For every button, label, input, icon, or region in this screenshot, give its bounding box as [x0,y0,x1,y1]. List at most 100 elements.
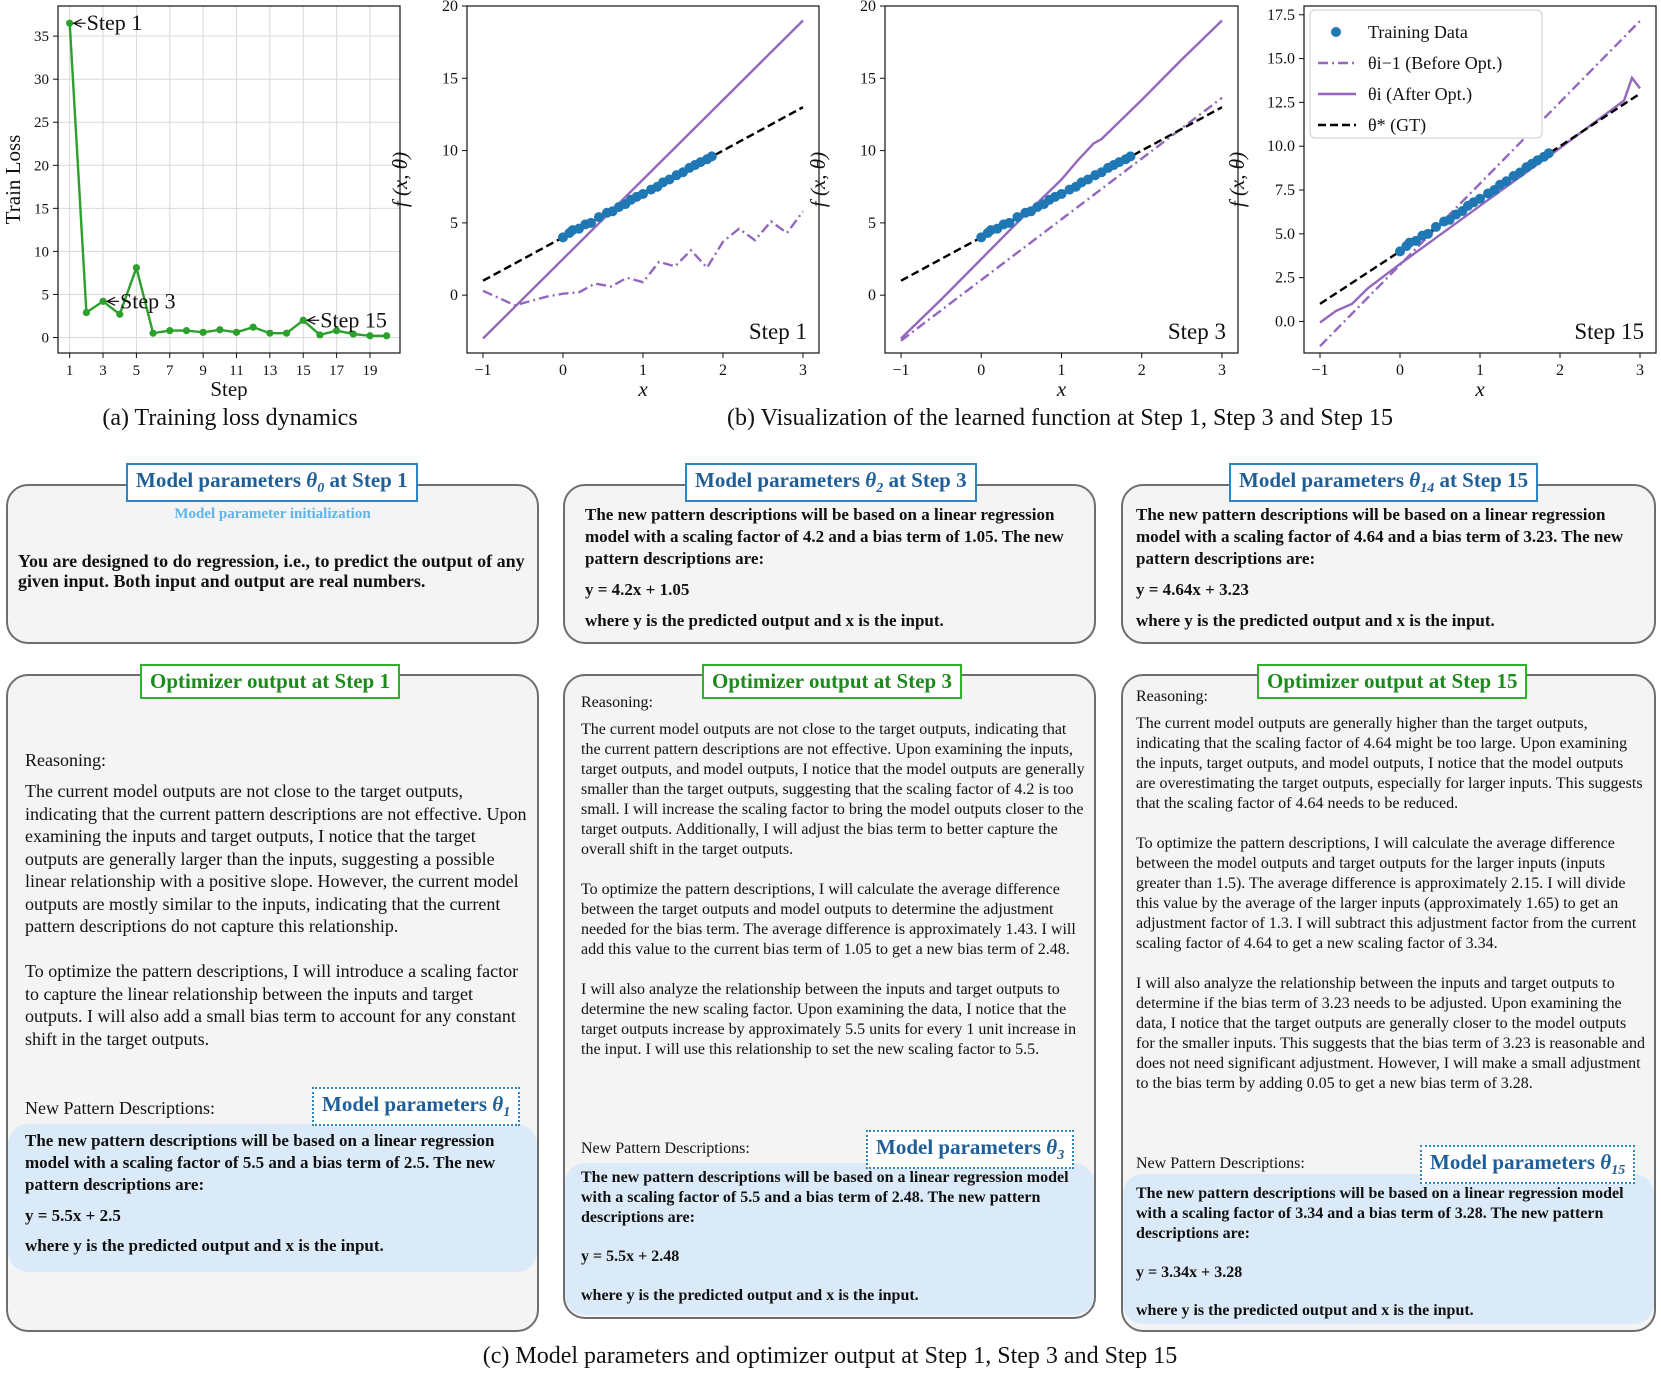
params-tag-prefix: Model parameters [136,468,307,492]
new-tag-prefix: Model parameters [876,1135,1047,1159]
step-label: Step 1 [749,319,807,344]
theta-subscript: 3 [1057,1148,1065,1164]
y-tick-label: 20 [860,0,876,15]
series-line-loss [68,23,387,337]
plot-area [1319,20,1641,348]
theta-symbol: θ [865,468,877,492]
loss-point [366,332,374,340]
legend-swatch-data [1331,27,1341,37]
loss-point [349,330,357,338]
step-label: Step 3 [1168,319,1226,344]
plot-frame [1303,5,1657,354]
new-params-where-step15: where y is the predicted output and x is… [1136,1302,1474,1319]
y-axis-label: Train Loss [1,135,25,225]
x-tick-label: −1 [1311,362,1328,379]
params-where-step3: where y is the predicted output and x is… [585,611,944,630]
y-axis-label: f (x, θ) [806,152,830,207]
x-tick-label: −1 [474,362,491,379]
params-text-step3: The new pattern descriptions will be bas… [585,505,1064,569]
params-tag-step1: Model parameters θ0 at Step 1 [126,463,418,503]
y-tick-label: 20 [442,0,458,15]
x-tick-label: 19 [362,363,377,379]
theta-subscript: 14 [1420,481,1435,497]
y-tick-label: 5.0 [1275,226,1295,243]
training-data-point [638,188,648,199]
plot-area [66,19,391,340]
theta-symbol: θ [492,1092,504,1116]
x-tick-label: 0 [1396,362,1404,379]
x-tick-label: 1 [1476,362,1484,379]
reasoning-step15: The current model outputs are generally … [1136,715,1645,1092]
x-tick-label: 15 [296,363,311,379]
reasoning-label-step15: Reasoning: [1136,688,1208,705]
loss-point [132,264,141,272]
theta-subscript: 1 [503,1105,511,1121]
new-tag-prefix: Model parameters [1430,1150,1601,1174]
new-params-highlight-step15 [1123,1174,1654,1324]
new-params-text-step3: The new pattern descriptions will be bas… [581,1169,1069,1226]
params-init-note: Model parameter initialization [174,506,371,522]
y-axis-label: f (x, θ) [1225,152,1249,207]
x-tick-label: 1 [1058,362,1066,379]
reasoning-step3: The current model outputs are not close … [581,721,1085,1058]
plot-area [900,19,1223,342]
new-params-eq-step3: y = 5.5x + 2.48 [581,1248,680,1265]
training-data-point [1056,188,1067,199]
annotation-label: Step 3 [120,288,176,313]
y-tick-label: 10 [860,143,876,160]
series-line-after [900,19,1223,340]
loss-point [199,328,207,336]
y-tick-label: 35 [34,29,49,45]
series-line-gt [1319,92,1641,305]
legend-label: θi−1 (Before Opt.) [1368,53,1502,74]
params-tag-step3: Model parameters θ2 at Step 3 [685,463,977,503]
x-axis-label: Step [210,377,247,400]
new-params-tag-step15: Model parameters θ15 [1420,1145,1636,1185]
reasoning-label-step3: Reasoning: [581,694,653,711]
training-data-point [1423,228,1433,239]
training-data-point [1125,151,1136,162]
series-line-before [482,210,804,307]
optimizer-tag-step15: Optimizer output at Step 15 [1257,664,1528,699]
annotation-arrow [72,18,82,28]
caption-a: (a) Training loss dynamics [102,405,358,431]
loss-point [383,332,391,340]
series-line-before [900,96,1223,342]
y-tick-label: 0 [42,331,50,347]
params-tag-suffix: at Step 1 [324,468,408,492]
series-line-after [482,19,804,340]
theta-symbol: θ [1409,468,1421,492]
legend-box [1309,9,1543,139]
y-tick-label: 20 [34,158,49,174]
y-tick-label: 5 [450,215,458,232]
plot-frame [466,5,820,354]
params-text-step1: You are designed to do regression, i.e.,… [18,551,525,592]
y-axis-label: f (x, θ) [388,152,412,207]
caption-c: (c) Model parameters and optimizer outpu… [482,1343,1178,1369]
training-data-point [1431,221,1441,232]
plot-frame [884,5,1239,354]
params-eq-step3: y = 4.2x + 1.05 [585,580,690,599]
params-tag-suffix: at Step 15 [1434,468,1529,492]
loss-point [166,327,174,335]
reasoning-label-step1: Reasoning: [25,750,106,770]
loss-point [116,310,124,318]
loss-point [316,331,324,339]
annotation-label: Step 15 [320,307,387,332]
training-data-point [594,212,604,223]
params-box-step3 [563,484,1096,644]
new-params-tag-step3: Model parameters θ3 [866,1130,1075,1170]
loss-point [149,329,157,337]
params-tag-prefix: Model parameters [695,468,866,492]
new-params-where-step3: where y is the predicted output and x is… [581,1287,919,1304]
training-data-point [706,151,717,162]
step-label: Step 15 [1574,319,1644,344]
params-tag-prefix: Model parameters [1239,468,1410,492]
params-tag-step15: Model parameters θ14 at Step 15 [1229,463,1539,503]
x-axis-label: x [637,377,648,400]
series-line-after [1319,75,1641,324]
new-params-tag-step1: Model parameters θ1 [312,1087,521,1127]
loss-point [99,297,107,305]
x-tick-label: 3 [799,362,807,379]
y-tick-label: 10 [34,244,49,260]
